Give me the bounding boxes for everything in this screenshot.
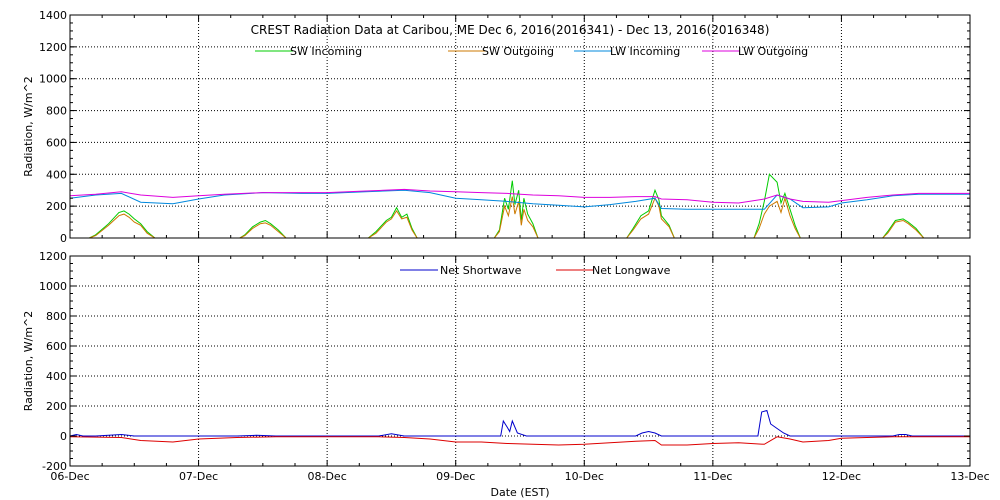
y-tick-label: 800 xyxy=(46,310,67,323)
y-tick-label: 600 xyxy=(46,340,67,353)
y-tick-label: 1200 xyxy=(39,250,67,263)
y-tick-label: -200 xyxy=(42,460,67,473)
x-axis-label: Date (EST) xyxy=(490,486,549,499)
series-line-lw-incoming xyxy=(69,189,970,210)
legend-label-net-longwave: Net Longwave xyxy=(592,264,671,277)
y-tick-label: 0 xyxy=(60,232,67,245)
x-tick-label: 09-Dec xyxy=(436,470,475,483)
x-tick-label: 12-Dec xyxy=(822,470,861,483)
y-axis-label: Radiation, W/m^2 xyxy=(22,311,35,412)
y-tick-label: 400 xyxy=(46,168,67,181)
chart-title: CREST Radiation Data at Caribou, ME Dec … xyxy=(251,23,770,37)
y-axis-label: Radiation, W/m^2 xyxy=(22,76,35,177)
y-tick-label: 0 xyxy=(60,430,67,443)
y-tick-label: 600 xyxy=(46,136,67,149)
panel-net-radiation: -200 0 200 400 600 800 1000 1200 06-Dec 07-Dec 08-… xyxy=(22,250,990,499)
x-tick-label: 08-Dec xyxy=(308,470,347,483)
y-tick-label: 1400 xyxy=(39,9,67,22)
x-tick-label: 07-Dec xyxy=(179,470,218,483)
y-tick-label: 1000 xyxy=(39,280,67,293)
legend-label-sw-outgoing: SW Outgoing xyxy=(482,45,554,58)
y-tick-label: 1200 xyxy=(39,41,67,54)
plot-frame xyxy=(69,255,971,467)
legend-label-net-shortwave: Net Shortwave xyxy=(440,264,522,277)
panel-radiation-components: 0 200 400 600 800 1000 1200 1400 Radiation, W/m^… xyxy=(22,9,971,245)
legend-label-sw-incoming: SW Incoming xyxy=(290,45,362,58)
x-tick-label: 11-Dec xyxy=(693,470,732,483)
series-line-net-shortwave xyxy=(69,409,970,437)
y-tick-label: 1000 xyxy=(39,73,67,86)
legend-label-lw-outgoing: LW Outgoing xyxy=(738,45,808,58)
x-tick-label: 10-Dec xyxy=(565,470,604,483)
y-tick-label: 800 xyxy=(46,105,67,118)
x-tick-label: 13-Dec xyxy=(950,470,989,483)
x-tick-label: 06-Dec xyxy=(50,470,89,483)
legend-label-lw-incoming: LW Incoming xyxy=(610,45,680,58)
y-tick-label: 200 xyxy=(46,400,67,413)
y-tick-label: 200 xyxy=(46,200,67,213)
y-tick-label: 400 xyxy=(46,370,67,383)
series-line-net-longwave xyxy=(69,436,970,446)
series-line-lw-outgoing xyxy=(69,188,970,204)
